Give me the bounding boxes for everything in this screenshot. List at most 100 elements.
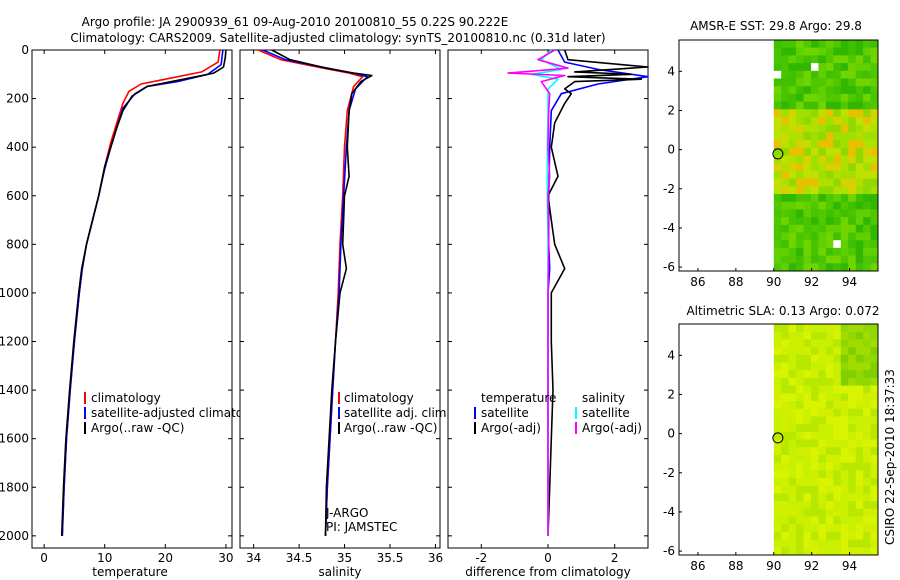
sst-map-cell bbox=[781, 86, 790, 95]
sst-map-cell bbox=[855, 86, 864, 95]
sal-series-argo-raw-qc- bbox=[271, 49, 373, 536]
sla-map-cell bbox=[818, 501, 827, 510]
sst-map-cell bbox=[781, 170, 790, 180]
sla-map-cell bbox=[833, 454, 842, 464]
sst-map-cell bbox=[773, 70, 782, 79]
sla-map-cell bbox=[818, 393, 827, 402]
sla-map-cell bbox=[773, 377, 782, 387]
sst-map-cell bbox=[773, 209, 782, 218]
sla-map-cell bbox=[848, 408, 857, 417]
sla-map-cell bbox=[848, 424, 857, 433]
sla-map-cell bbox=[796, 431, 804, 440]
sla-map-cell bbox=[788, 462, 797, 471]
sla-map-cell bbox=[796, 501, 804, 510]
sst-map-cell bbox=[811, 86, 819, 95]
sla-map-cell bbox=[870, 362, 879, 371]
sst-map-cell bbox=[796, 86, 804, 95]
sla-map-cell bbox=[796, 508, 804, 517]
sla-map-cell bbox=[796, 547, 804, 556]
sst-map-cell bbox=[825, 224, 834, 233]
sst-map-cell bbox=[803, 217, 812, 226]
sst-map-cell bbox=[803, 240, 812, 249]
sst-map-cell bbox=[796, 109, 804, 118]
sst-map-cell bbox=[818, 63, 827, 72]
sla-map-cell bbox=[818, 339, 827, 348]
sla-map-cell bbox=[870, 401, 879, 410]
sla-map-cell bbox=[773, 339, 782, 348]
sla-map-cell bbox=[796, 539, 804, 548]
sst-map-cell bbox=[848, 170, 857, 180]
sla-map-cell bbox=[833, 424, 842, 433]
sst-map-cell bbox=[788, 132, 797, 141]
sst-map-cell bbox=[788, 47, 797, 56]
sla-map-cell bbox=[825, 324, 834, 333]
sst-map-cell bbox=[781, 132, 790, 141]
legend-swatch-argo bbox=[84, 422, 86, 434]
sla-map-cell bbox=[863, 493, 871, 502]
sst-map-cell bbox=[781, 163, 790, 172]
sla-map-cell bbox=[781, 431, 790, 440]
sst-map-cell bbox=[788, 194, 797, 203]
sst-map-cell bbox=[818, 124, 827, 133]
sla-map-cell bbox=[811, 331, 819, 340]
sst-map-cell bbox=[773, 63, 782, 72]
sla-map-cell bbox=[818, 331, 827, 340]
sst-map-cell bbox=[825, 247, 834, 257]
sst-map-cell bbox=[833, 101, 842, 110]
sla-map-cell bbox=[811, 401, 819, 410]
sla-map-cell bbox=[840, 485, 849, 494]
sst-map-cell bbox=[803, 147, 812, 156]
sst-map-cell bbox=[773, 186, 782, 195]
sst-map-cell bbox=[848, 155, 857, 164]
sla-map-cell bbox=[803, 408, 812, 417]
sla-map-cell bbox=[870, 431, 879, 440]
sla-map-cell bbox=[825, 470, 834, 479]
sst-map-cell bbox=[840, 155, 849, 164]
sla-map-cell bbox=[781, 408, 790, 417]
sst-map-cell bbox=[773, 224, 782, 233]
sst-map-cell bbox=[870, 232, 879, 241]
sst-map-cell bbox=[848, 124, 857, 133]
sla-map-cell bbox=[848, 508, 857, 517]
sla-map-cell bbox=[811, 493, 819, 502]
sla-map-cell bbox=[781, 362, 790, 371]
sst-map-cell bbox=[811, 163, 819, 172]
sst-map-cell bbox=[855, 70, 864, 79]
sst-map-cell bbox=[811, 117, 819, 126]
sla-map-cell bbox=[870, 424, 879, 433]
sst-map-cell bbox=[855, 217, 864, 226]
sla-map-cell bbox=[863, 385, 871, 394]
sst-map-cell bbox=[863, 178, 871, 187]
legend-sal-argo: Argo(..raw -QC) bbox=[344, 421, 437, 435]
sla-map-cell bbox=[840, 377, 849, 387]
depth-tick-label: 1000 bbox=[0, 286, 29, 300]
sla-map-cell bbox=[803, 454, 812, 464]
sst-map-cell bbox=[803, 101, 812, 110]
sst-map-cell bbox=[773, 178, 782, 187]
sla-map-cell bbox=[855, 339, 864, 348]
sla-map-cell bbox=[788, 347, 797, 356]
sla-map-cell bbox=[803, 508, 812, 517]
diff-xtick-label: -2 bbox=[475, 551, 487, 565]
sla-map-cell bbox=[811, 485, 819, 494]
note-j-argo: J-ARGO bbox=[325, 506, 368, 520]
sla-map-cell bbox=[796, 393, 804, 402]
legend-swatch-climatology bbox=[84, 392, 86, 404]
sla-map-cell bbox=[781, 385, 790, 394]
sla-argo-location-marker bbox=[772, 432, 784, 444]
sla-map-cell bbox=[818, 454, 827, 464]
sla-map-cell bbox=[870, 454, 879, 464]
sst-map-cell bbox=[840, 109, 849, 118]
temperature-axes bbox=[31, 49, 233, 549]
sst-map-cell bbox=[773, 263, 782, 272]
sla-map-cell bbox=[773, 516, 782, 525]
sst-map-cell bbox=[818, 209, 827, 218]
sst-map-cell bbox=[773, 86, 782, 95]
sla-map-ytick-label: 4 bbox=[667, 348, 675, 362]
sla-map-cell bbox=[870, 347, 879, 356]
sst-map-cell bbox=[788, 55, 797, 64]
sla-map-xtick-label: 92 bbox=[804, 559, 819, 573]
title-line-1: Argo profile: JA 2900939_61 09-Aug-2010 … bbox=[82, 15, 509, 29]
sst-map-cell bbox=[840, 240, 849, 249]
sst-map-cell bbox=[855, 124, 864, 133]
